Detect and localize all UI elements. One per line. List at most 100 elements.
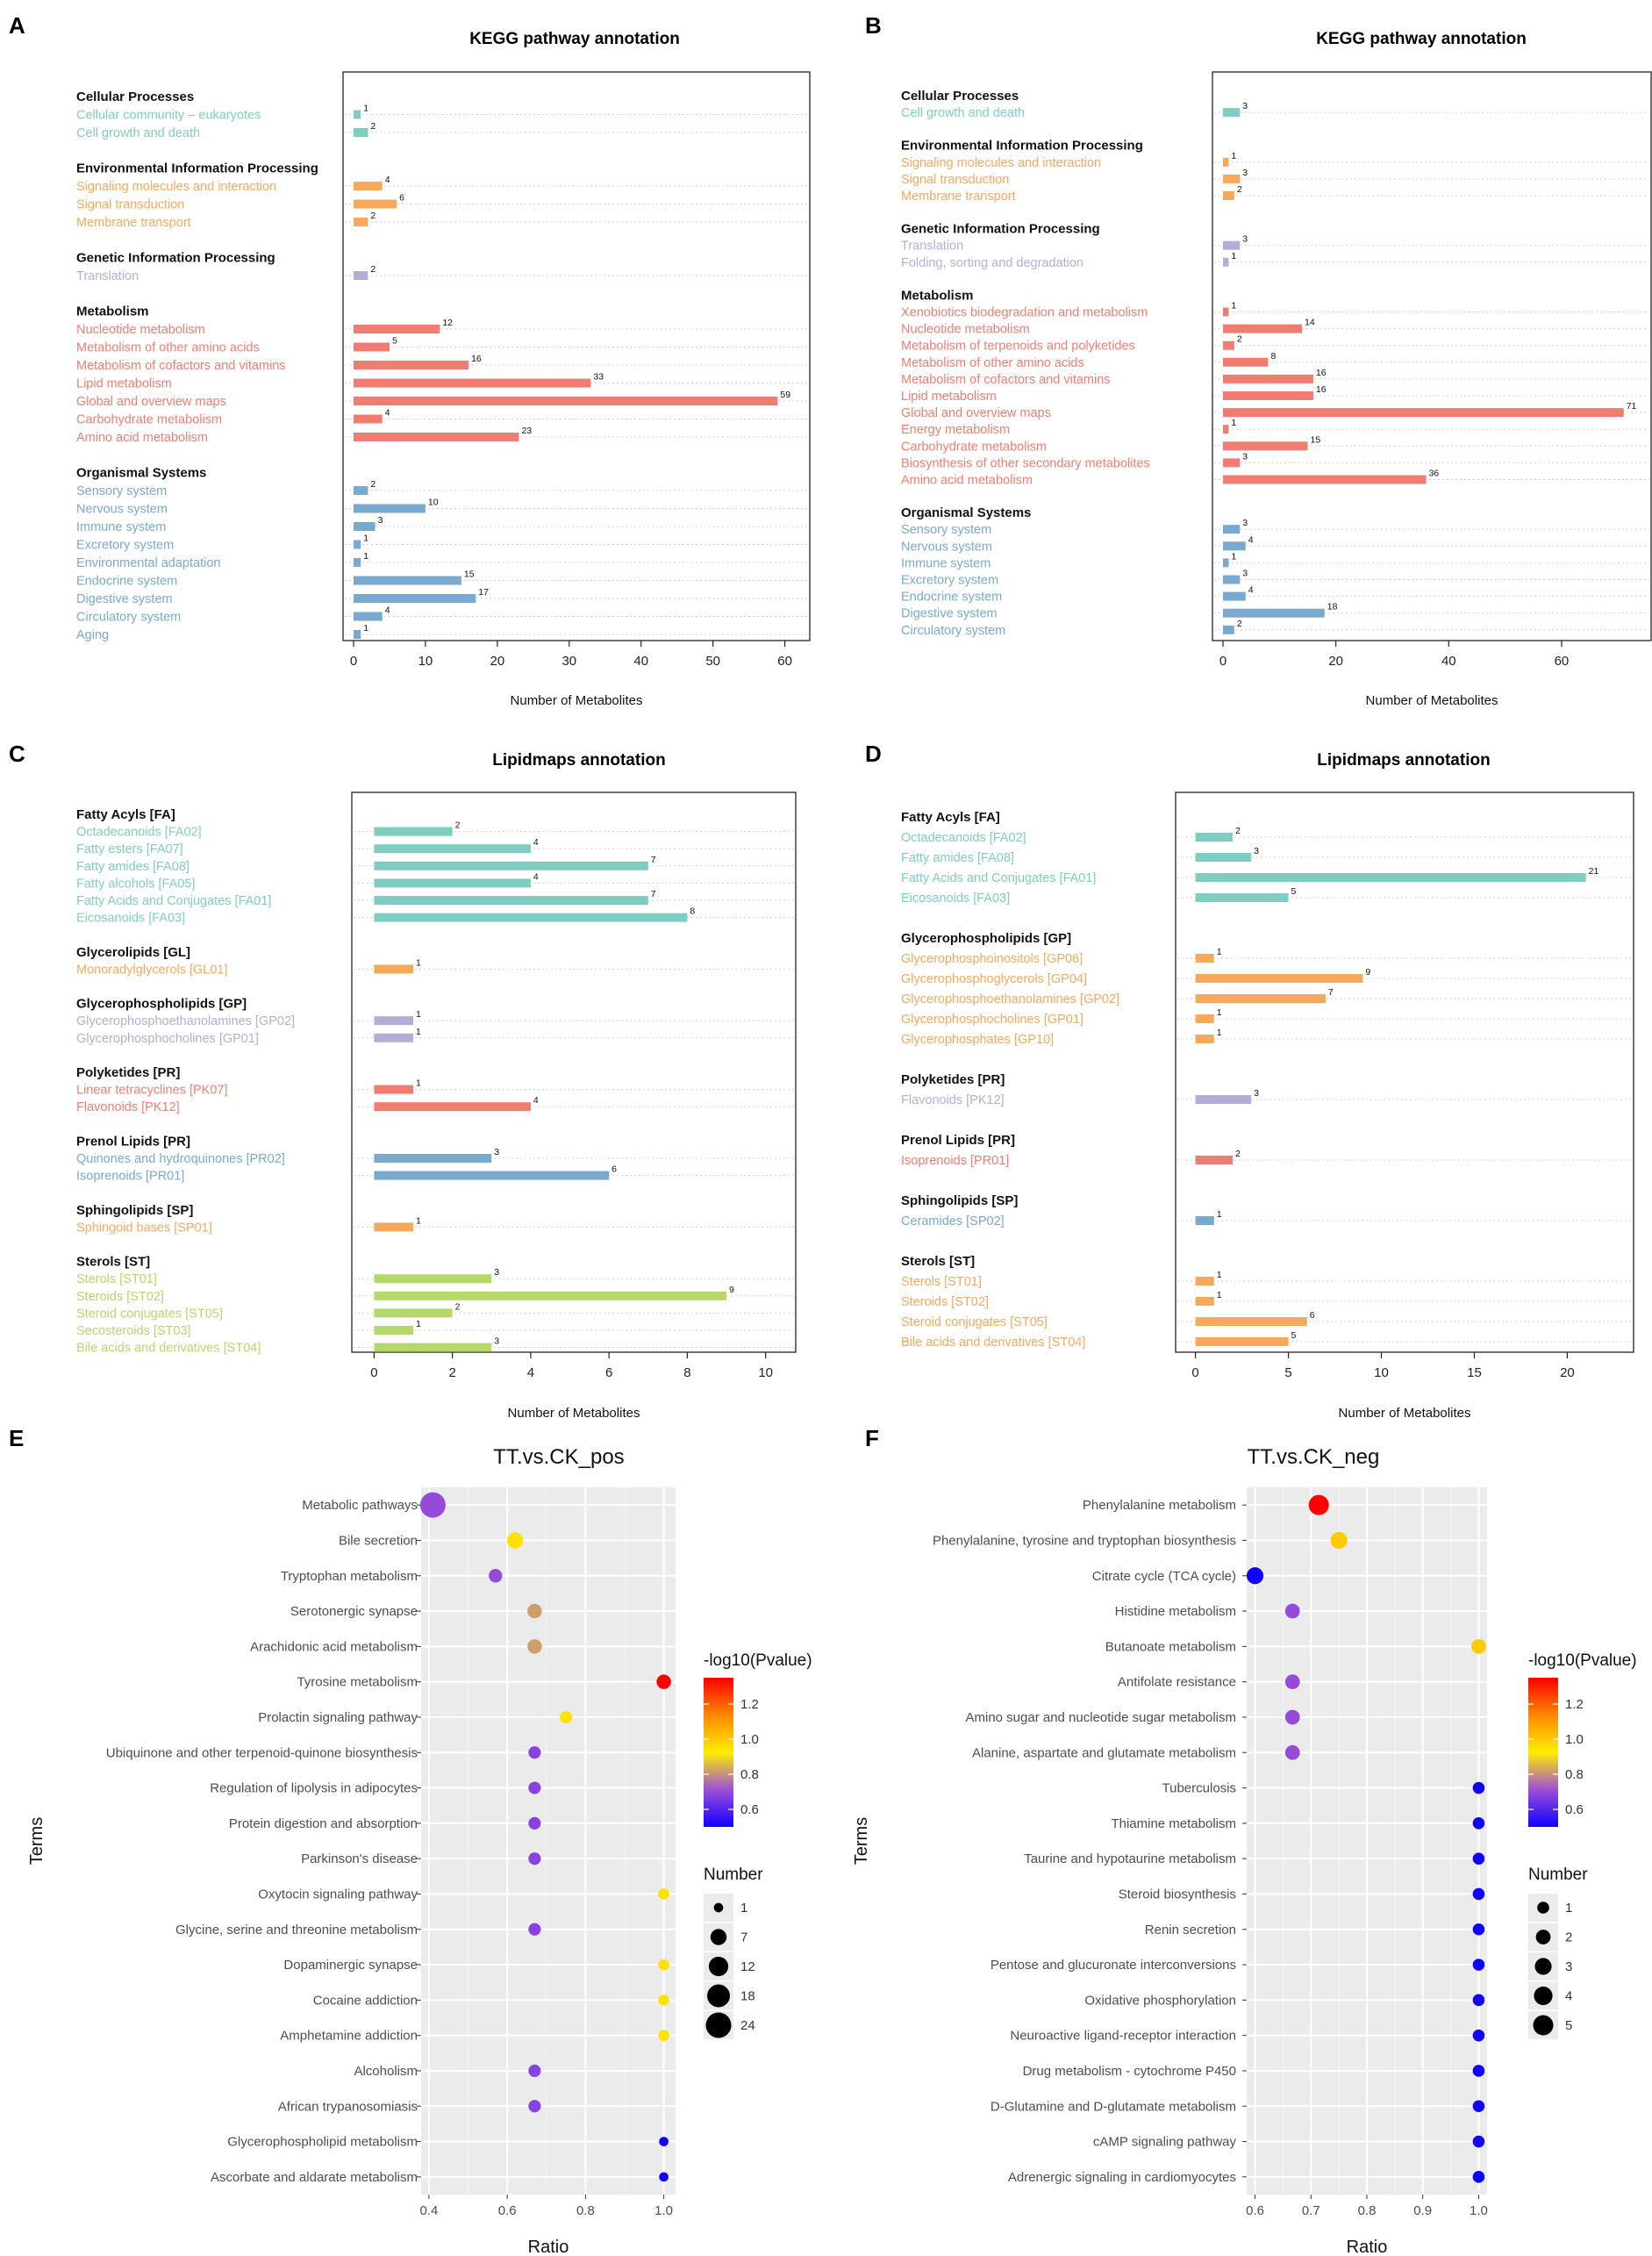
value-label: 9 — [729, 1285, 734, 1295]
group-label: Metabolism — [76, 304, 149, 319]
term-label: Serotonergic synapse — [290, 1604, 418, 1619]
point — [528, 1816, 541, 1830]
plot-panel — [421, 1487, 676, 2195]
size-key — [713, 1902, 724, 1913]
bar — [1195, 833, 1233, 842]
panel-f: F TT.vs.CK_neg Phenylalanine metabolism Phe… — [852, 1425, 1637, 2256]
x-axis-label: Number of Metabolites — [1339, 1406, 1471, 1421]
size-key — [1534, 1986, 1553, 2006]
group-label: Fatty Acyls [FA] — [901, 810, 1000, 825]
bar — [374, 1154, 492, 1163]
bar — [1223, 108, 1241, 118]
category-label: Excretory system — [901, 574, 998, 588]
category-label: Lipid metabolism — [76, 377, 172, 391]
value-label: 1 — [416, 1215, 421, 1226]
bar — [354, 414, 383, 424]
value-label: 1 — [1217, 1290, 1222, 1300]
size-label: 4 — [1565, 1989, 1572, 2004]
bar — [354, 522, 375, 531]
category-label: Nervous system — [901, 540, 992, 554]
bar — [1223, 608, 1325, 618]
x-axis-label: Number of Metabolites — [511, 693, 643, 708]
category-label: Endocrine system — [76, 575, 177, 589]
x-tick-label: 0.6 — [1246, 2203, 1264, 2218]
bar — [374, 964, 414, 974]
x-tick-label: 0.9 — [1413, 2203, 1432, 2218]
color-legend-title: -log10(Pvalue) — [1528, 1651, 1637, 1670]
panel-c: C Lipidmaps annotation Fatty Acyls [FA] Oct… — [9, 741, 797, 1421]
panel-letter: C — [9, 741, 25, 767]
category-label: Signal transduction — [901, 173, 1009, 187]
x-tick-label: 0 — [370, 1365, 377, 1380]
category-label: Isoprenoids [PR01] — [901, 1154, 1009, 1168]
bar — [374, 1171, 610, 1180]
value-label: 16 — [1316, 368, 1327, 378]
point — [1472, 2171, 1485, 2183]
bar — [354, 630, 361, 639]
bar — [1195, 1317, 1307, 1326]
bar — [1195, 893, 1289, 902]
bar — [374, 1085, 414, 1094]
point — [1472, 2029, 1485, 2042]
category-label: Global and overview maps — [76, 395, 226, 409]
term-label: Oxidative phosphorylation — [1084, 1993, 1236, 2008]
category-label: Nucleotide metabolism — [76, 323, 205, 337]
panel-d: D Lipidmaps annotation Fatty Acyls [FA] Oct… — [865, 741, 1634, 1421]
value-label: 15 — [464, 569, 475, 580]
size-label: 12 — [740, 1959, 755, 1974]
bar — [1223, 240, 1241, 250]
category-label: Membrane transport — [901, 190, 1016, 204]
plot-frame — [351, 791, 797, 1353]
category-label: Steroids [ST02] — [901, 1295, 989, 1309]
value-label: 3 — [378, 515, 383, 526]
x-axis-label: Number of Metabolites — [508, 1406, 640, 1421]
point — [528, 1746, 541, 1759]
category-label: Fatty Acids and Conjugates [FA01] — [901, 871, 1096, 885]
x-tick-label: 10 — [1374, 1365, 1389, 1380]
group-label: Fatty Acyls [FA] — [76, 807, 175, 822]
category-label: Carbohydrate metabolism — [901, 440, 1047, 454]
bar — [374, 878, 531, 888]
size-key — [1533, 2015, 1554, 2036]
chart-title: TT.vs.CK_neg — [1248, 1445, 1380, 1469]
category-label: Fatty alcohols [FA05] — [76, 877, 195, 891]
term-label: Cocaine addiction — [313, 1993, 418, 2008]
point — [658, 1888, 669, 1900]
term-label: Prolactin signaling pathway — [258, 1710, 418, 1725]
size-label: 5 — [1565, 2018, 1572, 2033]
point — [527, 1603, 542, 1619]
x-tick-label: 1.0 — [1470, 2203, 1488, 2218]
bar — [1223, 591, 1246, 601]
x-tick-label: 6 — [605, 1365, 612, 1380]
color-bar — [1528, 1678, 1558, 1827]
value-label: 1 — [363, 534, 368, 544]
category-label: Signaling molecules and interaction — [901, 156, 1101, 170]
size-label: 1 — [740, 1901, 747, 1916]
term-label: Adrenergic signaling in cardiomyocytes — [1008, 2170, 1236, 2185]
category-label: Signal transduction — [76, 198, 184, 212]
bar — [1223, 340, 1234, 350]
bar — [374, 1222, 414, 1232]
category-label: Flavonoids [PK12] — [901, 1093, 1005, 1107]
category-label: Cellular community – eukaryotes — [76, 109, 261, 123]
x-tick-label: 15 — [1467, 1365, 1482, 1380]
group-label: Prenol Lipids [PR] — [76, 1134, 190, 1149]
y-axis-label: Terms — [27, 1817, 46, 1865]
value-label: 5 — [1291, 1330, 1297, 1341]
bar — [354, 397, 778, 405]
bar — [354, 504, 426, 513]
point — [1308, 1494, 1329, 1515]
value-label: 4 — [533, 837, 539, 848]
color-bar-label: 0.6 — [1565, 1802, 1584, 1817]
bar — [374, 913, 688, 922]
value-label: 3 — [1242, 168, 1248, 178]
point — [1284, 1674, 1300, 1690]
size-key — [707, 1984, 730, 2008]
value-label: 1 — [363, 623, 368, 634]
value-label: 3 — [1242, 101, 1248, 111]
plot-frame — [1175, 791, 1634, 1353]
x-tick-label: 5 — [1284, 1365, 1291, 1380]
x-tick-label: 0.4 — [419, 2203, 438, 2218]
point — [656, 1674, 671, 1689]
bar — [1223, 558, 1229, 568]
